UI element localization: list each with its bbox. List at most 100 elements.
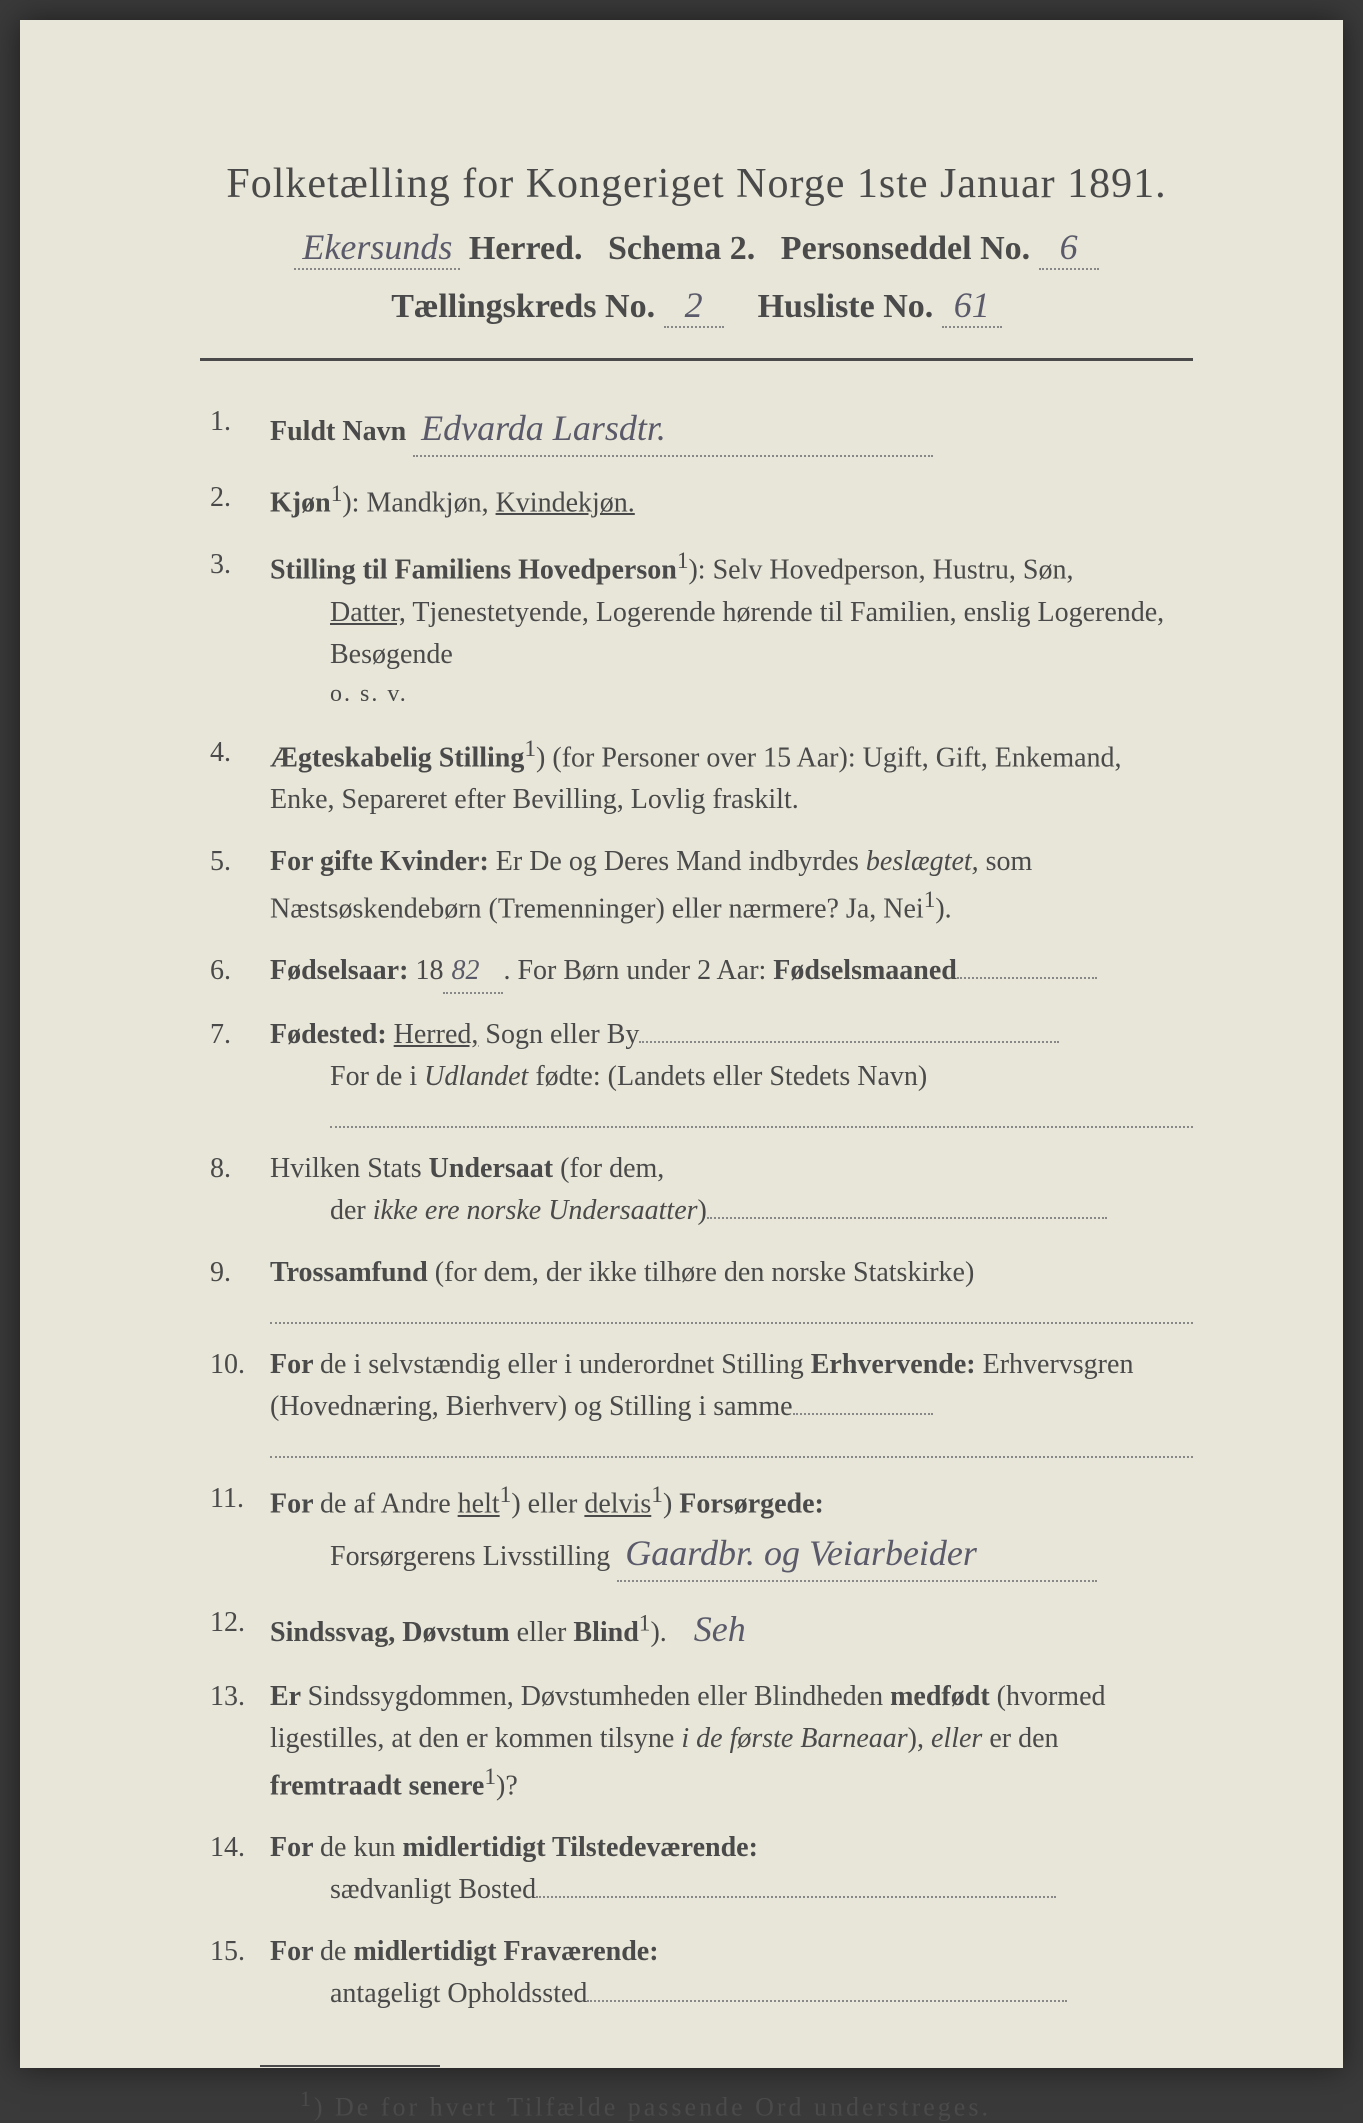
row-1: 1. Fuldt Navn Edvarda Larsdtr. xyxy=(210,401,1193,457)
text: antageligt Opholdssted xyxy=(330,1978,587,2009)
text: ) xyxy=(698,1195,707,1226)
indent-block: Datter, Tjenestetyende, Logerende hørend… xyxy=(270,592,1193,712)
row-num: 11. xyxy=(210,1478,270,1581)
bold-text: For xyxy=(270,1349,320,1380)
row-num: 3. xyxy=(210,544,270,711)
occupation-fill-2 xyxy=(270,1434,1193,1458)
footnote-ref: 1 xyxy=(300,2087,314,2111)
selected-option: Herred, xyxy=(394,1019,479,1050)
row-content: Fuldt Navn Edvarda Larsdtr. xyxy=(270,401,1193,457)
footnote-ref: 1 xyxy=(331,481,343,507)
current-location-fill xyxy=(587,2000,1067,2002)
row-5: 5. For gifte Kvinder: Er De og Deres Man… xyxy=(210,841,1193,930)
footnote-ref: 1 xyxy=(639,1610,651,1636)
row-14: 14. For de kun midlertidigt Tilstedevære… xyxy=(210,1827,1193,1911)
selected-option: Kvindekjøn. xyxy=(496,487,635,518)
citizenship-fill xyxy=(707,1217,1107,1219)
year-prefix: 18 xyxy=(408,955,443,986)
footnote-ref: 1 xyxy=(484,1764,496,1790)
row-4: 4. Ægteskabelig Stilling1) (for Personer… xyxy=(210,732,1193,821)
form-body: 1. Fuldt Navn Edvarda Larsdtr. 2. Kjøn1)… xyxy=(200,401,1193,2015)
row-13: 13. Er Sindssygdommen, Døvstumheden elle… xyxy=(210,1676,1193,1807)
row-15: 15. For de midlertidigt Fraværende: anta… xyxy=(210,1931,1193,2015)
text: fødte: (Landets eller Stedets Navn) xyxy=(528,1061,927,1092)
row-content: Sindssvag, Døvstum eller Blind1). Seh xyxy=(270,1602,1193,1656)
text: Sogn eller By xyxy=(478,1019,639,1050)
row-10: 10. For de i selvstændig eller i underor… xyxy=(210,1344,1193,1458)
text: sædvanligt Bosted xyxy=(330,1874,536,1905)
text: der xyxy=(330,1195,373,1226)
row-num: 6. xyxy=(210,950,270,994)
text: Sindssygdommen, Døvstumheden eller Blind… xyxy=(308,1681,891,1712)
field-label: Sindssvag, Døvstum xyxy=(270,1617,510,1648)
row-num: 15. xyxy=(210,1931,270,2015)
footnote-ref: 1 xyxy=(651,1482,663,1508)
footnote-divider xyxy=(260,2065,440,2067)
bold-text: midlertidigt Fraværende: xyxy=(353,1936,658,1967)
text: Hvilken Stats xyxy=(270,1153,429,1184)
text: eller xyxy=(510,1617,574,1648)
row-7: 7. Fødested: Herred, Sogn eller By For d… xyxy=(210,1014,1193,1128)
field-label: Blind xyxy=(573,1617,638,1648)
bold-text: Forsørgede: xyxy=(679,1489,824,1520)
text: de af Andre xyxy=(320,1489,458,1520)
text: Tjenestetyende, Logerende hørende til Fa… xyxy=(330,597,1164,670)
row-num: 2. xyxy=(210,477,270,524)
birthmonth-value xyxy=(957,977,1097,979)
row-num: 4. xyxy=(210,732,270,821)
personseddel-value: 6 xyxy=(1039,226,1099,270)
field-label: Stilling til Familiens Hovedperson xyxy=(270,555,677,586)
census-form-page: Folketælling for Kongeriget Norge 1ste J… xyxy=(20,20,1343,2068)
husliste-label: Husliste No. xyxy=(758,288,934,325)
name-value: Edvarda Larsdtr. xyxy=(413,401,933,457)
text: (for dem, der ikke tilhøre den norske St… xyxy=(428,1257,975,1288)
text: de xyxy=(320,1936,353,1967)
bold-text: Er xyxy=(270,1681,308,1712)
foreign-birthplace-fill xyxy=(330,1104,1193,1128)
schema-label: Schema 2. xyxy=(608,230,755,267)
occupation-fill-1 xyxy=(793,1413,933,1415)
row-num: 5. xyxy=(210,841,270,930)
text: ): Mandkjøn, xyxy=(342,487,495,518)
row-num: 14. xyxy=(210,1827,270,1911)
footnote-ref: 1 xyxy=(924,887,936,913)
husliste-value: 61 xyxy=(942,284,1002,328)
row-content: Trossamfund (for dem, der ikke tilhøre d… xyxy=(270,1252,1193,1324)
row-content: For de kun midlertidigt Tilstedeværende:… xyxy=(270,1827,1193,1911)
footnote-text: ) De for hvert Tilfælde passende Ord und… xyxy=(314,2093,991,2122)
osv-text: o. s. v. xyxy=(330,676,1193,712)
row-content: For de i selvstændig eller i underordnet… xyxy=(270,1344,1193,1458)
row-content: Fødselsaar: 1882. For Børn under 2 Aar: … xyxy=(270,950,1193,994)
footnote: 1) De for hvert Tilfælde passende Ord un… xyxy=(200,2087,1193,2123)
text: ). xyxy=(935,893,951,924)
field-label: Fødselsmaaned xyxy=(773,955,957,986)
text: Forsørgerens Livsstilling xyxy=(330,1541,610,1572)
text: For de i xyxy=(330,1061,424,1092)
bold-text: midlertidigt Tilstedeværende: xyxy=(402,1832,757,1863)
indent-block: antageligt Opholdssted xyxy=(270,1973,1193,2015)
row-num: 7. xyxy=(210,1014,270,1128)
footnote-ref: 1 xyxy=(677,548,689,574)
italic-text: beslægtet, xyxy=(866,846,979,877)
bold-text: For xyxy=(270,1832,320,1863)
row-content: For gifte Kvinder: Er De og Deres Mand i… xyxy=(270,841,1193,930)
text: (for dem, xyxy=(553,1153,664,1184)
underline-text: delvis xyxy=(584,1489,651,1520)
row-3: 3. Stilling til Familiens Hovedperson1):… xyxy=(210,544,1193,711)
row-12: 12. Sindssvag, Døvstum eller Blind1). Se… xyxy=(210,1602,1193,1656)
header-line-1: Ekersunds Herred. Schema 2. Personseddel… xyxy=(200,226,1193,270)
underline-text: helt xyxy=(458,1489,500,1520)
text: Er De og Deres Mand indbyrdes xyxy=(489,846,866,877)
bold-text: fremtraadt senere xyxy=(270,1770,484,1801)
row-9: 9. Trossamfund (for dem, der ikke tilhør… xyxy=(210,1252,1193,1324)
text: de i selvstændig eller i underordnet Sti… xyxy=(320,1349,811,1380)
herred-label: Herred. xyxy=(469,230,583,267)
religion-fill xyxy=(270,1300,1193,1324)
bold-text: medfødt xyxy=(890,1681,990,1712)
field-label: For gifte Kvinder: xyxy=(270,846,489,877)
text: ) eller xyxy=(511,1489,584,1520)
personseddel-label: Personseddel No. xyxy=(781,230,1030,267)
page-title: Folketælling for Kongeriget Norge 1ste J… xyxy=(200,160,1193,208)
row-2: 2. Kjøn1): Mandkjøn, Kvindekjøn. xyxy=(210,477,1193,524)
bold-text: For xyxy=(270,1936,320,1967)
